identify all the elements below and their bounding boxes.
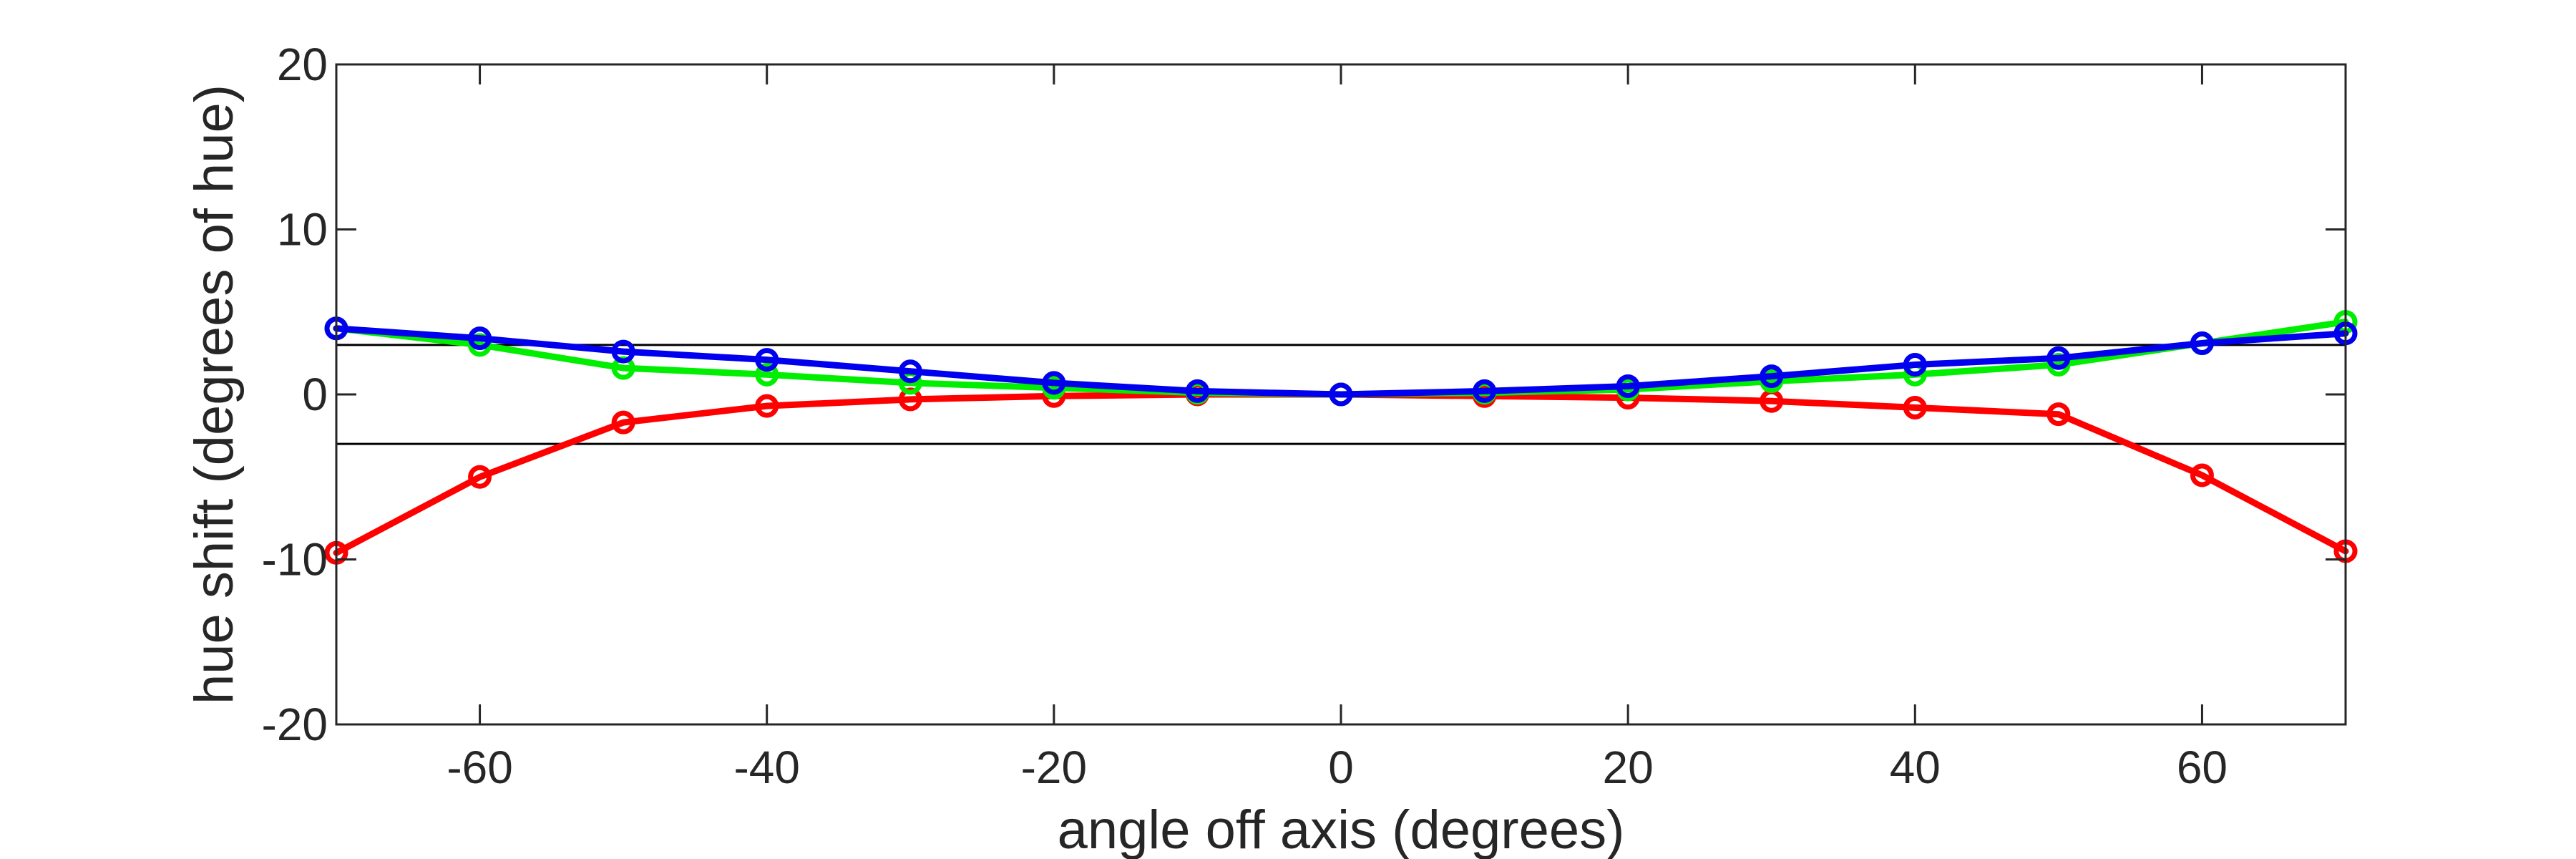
data-point (468, 326, 492, 351)
y-tick-label: 10 (277, 204, 328, 256)
data-point (611, 339, 635, 364)
x-tick-label: 0 (1328, 742, 1354, 793)
x-tick-label: 40 (1890, 742, 1941, 793)
data-point (468, 465, 492, 489)
x-axis-ticks: -60 -40 -20 0 20 40 60 (447, 64, 2228, 793)
data-point (755, 348, 779, 372)
y-tick-label: -10 (262, 534, 328, 586)
y-tick-label: 20 (277, 39, 328, 90)
x-axis-title: angle off axis (degrees) (1058, 800, 1625, 859)
data-point (1185, 379, 1209, 403)
data-point (2046, 346, 2071, 370)
data-point (2190, 331, 2214, 356)
series-layer (324, 310, 2358, 565)
x-tick-label: -60 (447, 742, 513, 793)
data-point (755, 362, 779, 387)
y-axis-ticks: -20 -10 0 10 20 (262, 39, 2346, 750)
series-3 (324, 316, 2358, 407)
x-tick-label: 60 (2177, 742, 2228, 793)
data-point (1616, 374, 1640, 398)
reference-lines (336, 344, 2346, 445)
data-point (1903, 353, 1927, 377)
series-line (333, 325, 2349, 398)
data-point (755, 394, 779, 418)
data-point (611, 410, 635, 435)
data-point (1329, 382, 1353, 407)
x-tick-label: -20 (1021, 742, 1088, 793)
data-point (1042, 371, 1066, 395)
data-point (1760, 364, 1784, 389)
y-tick-label: -20 (262, 699, 328, 750)
y-axis-title: hue shift (degrees of hue) (184, 84, 245, 704)
x-tick-label: 20 (1603, 742, 1654, 793)
y-tick-label: 0 (302, 369, 328, 420)
data-point (2046, 402, 2071, 427)
data-point (898, 359, 922, 384)
x-tick-label: -40 (733, 742, 800, 793)
data-point (1473, 379, 1497, 403)
data-point (1903, 395, 1927, 419)
data-point (2190, 463, 2214, 487)
